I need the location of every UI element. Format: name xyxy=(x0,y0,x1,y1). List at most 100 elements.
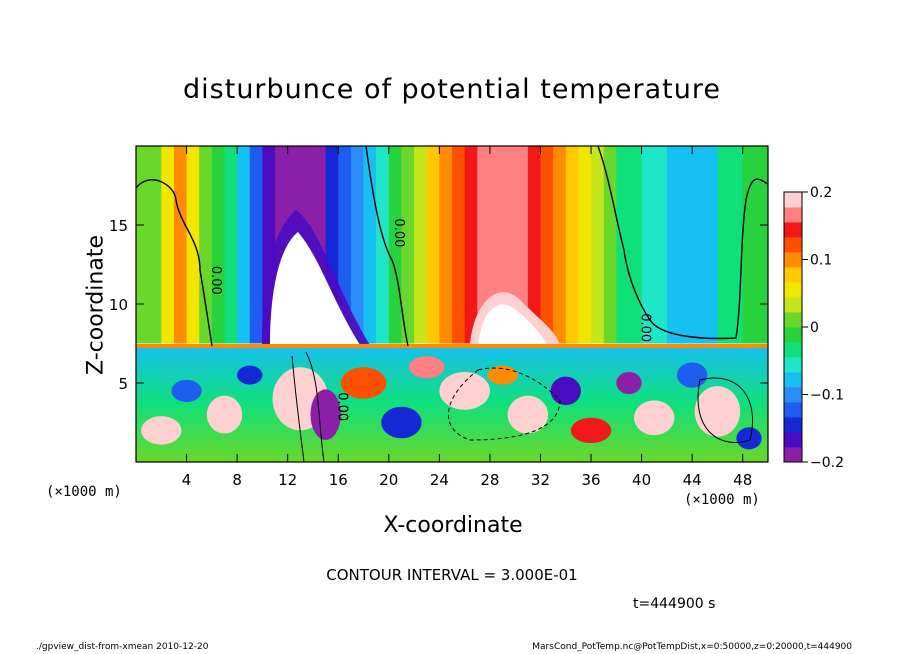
colorbar xyxy=(783,191,803,463)
y-axis-label: Z-coordinate xyxy=(83,235,109,375)
heatmap-cell xyxy=(388,146,403,344)
turbulent-cell xyxy=(507,395,549,434)
colorbar-swatch xyxy=(784,252,802,268)
x-tick-label: 28 xyxy=(480,471,499,489)
contour-label: 0.00 xyxy=(334,392,349,421)
colorbar-tick-label: 0.2 xyxy=(810,185,832,201)
colorbar-swatch xyxy=(784,282,802,298)
x-tick-label: 4 xyxy=(182,471,192,489)
heatmap-cell xyxy=(641,146,668,344)
turbulent-cell xyxy=(206,395,243,434)
heatmap-cell xyxy=(553,146,567,344)
colorbar-swatch xyxy=(784,267,802,283)
x-tick-label: 48 xyxy=(733,471,752,489)
turbulent-cell xyxy=(237,365,263,385)
heatmap-cell xyxy=(414,146,428,344)
heatmap-cell xyxy=(211,146,226,344)
heatmap-cell xyxy=(717,146,744,344)
heatmap-cell xyxy=(742,146,768,344)
y-axis-unit: (×1000 m) xyxy=(46,484,122,500)
x-axis-label: X-coordinate xyxy=(383,513,523,538)
turbulent-cell xyxy=(570,417,612,444)
x-tick-label: 40 xyxy=(632,471,651,489)
heatmap-cell xyxy=(161,146,175,344)
turbulent-cell xyxy=(694,386,741,437)
turbulent-cell xyxy=(381,406,422,439)
turbulent-cell xyxy=(634,400,675,436)
colorbar-tick-label: −0.2 xyxy=(810,455,844,471)
colorbar-ticks: 0.2 0.1 0 −0.1 −0.2 xyxy=(802,185,844,471)
colorbar-swatch xyxy=(784,357,802,373)
colorbar-swatch xyxy=(784,237,802,253)
heatmap-cell xyxy=(249,146,263,344)
contour-label: 0.00 xyxy=(391,218,406,247)
chart-title: disturbunce of potential temperature xyxy=(183,74,721,105)
heatmap-cell xyxy=(186,146,200,344)
heatmap-cell xyxy=(540,146,554,344)
turbulent-cell xyxy=(616,371,642,395)
footer-source-info: MarsCond_PotTemp.nc@PotTempDist,x=0:5000… xyxy=(532,642,852,652)
x-tick-label: 32 xyxy=(531,471,550,489)
heatmap-field xyxy=(136,146,768,462)
y-tick-label: 10 xyxy=(109,296,128,314)
contour-label: 0.00 xyxy=(638,313,653,342)
contour-labels: 0.00 0.00 0.00 0.00 xyxy=(208,218,653,421)
x-tick-label: 16 xyxy=(329,471,348,489)
colorbar-swatch xyxy=(784,327,802,343)
colorbar-swatch xyxy=(784,432,802,448)
turbulent-cell xyxy=(141,416,182,445)
y-tick-label: 5 xyxy=(118,375,128,393)
x-tick-label: 24 xyxy=(430,471,449,489)
heatmap-cell xyxy=(136,146,162,344)
colorbar-swatch xyxy=(784,387,802,403)
colorbar-tick-label: 0 xyxy=(810,320,819,336)
heatmap-cell xyxy=(616,146,643,344)
colorbar-tick-label: −0.1 xyxy=(810,388,844,404)
colorbar-swatch xyxy=(784,417,802,433)
heatmap-cell xyxy=(224,146,238,344)
negative-plume-core xyxy=(270,232,360,345)
y-axis: 5 10 15 xyxy=(109,217,768,393)
heatmap-cell xyxy=(527,146,542,344)
x-tick-label: 36 xyxy=(581,471,600,489)
turbulent-cell xyxy=(340,367,387,399)
colorbar-swatch xyxy=(784,297,802,313)
turbulent-cell xyxy=(439,371,490,410)
contour-interval-note: CONTOUR INTERVAL = 3.000E-01 xyxy=(326,566,578,584)
colorbar-swatch xyxy=(784,372,802,388)
x-tick-label: 20 xyxy=(379,471,398,489)
heatmap-cell xyxy=(692,146,719,344)
x-tick-label: 12 xyxy=(278,471,297,489)
heatmap-cell xyxy=(464,146,478,344)
heatmap-cell xyxy=(666,146,693,344)
turbulent-cell xyxy=(171,379,202,402)
x-tick-label: 8 xyxy=(232,471,242,489)
heatmap-cell xyxy=(515,146,529,344)
heatmap-cell xyxy=(591,146,605,344)
colorbar-swatch xyxy=(784,342,802,358)
turbulent-cell xyxy=(550,376,581,406)
colorbar-swatch xyxy=(784,207,802,223)
colorbar-swatch xyxy=(784,447,802,463)
footer-script-info: ./gpview_dist-from-xmean 2010-12-20 xyxy=(36,642,209,652)
heatmap-cell xyxy=(350,146,365,344)
colorbar-swatch xyxy=(784,222,802,238)
turbulent-cell xyxy=(487,365,518,385)
x-axis-unit: (×1000 m) xyxy=(684,492,760,508)
heatmap-cell xyxy=(565,146,579,344)
x-tick-label: 44 xyxy=(683,471,702,489)
colorbar-swatch xyxy=(784,312,802,328)
turbulent-cell xyxy=(676,362,708,388)
contour-lines xyxy=(136,146,768,462)
heatmap-cell xyxy=(426,146,440,344)
turbulent-cell xyxy=(409,356,445,379)
heatmap-cell xyxy=(439,146,453,344)
colorbar-swatch xyxy=(784,402,802,418)
heatmap-cell xyxy=(401,146,415,344)
contour-label: 0.00 xyxy=(208,266,223,295)
heatmap-cell xyxy=(237,146,251,344)
heatmap-cell xyxy=(578,146,592,344)
colorbar-tick-label: 0.1 xyxy=(810,253,832,269)
colorbar-swatch xyxy=(784,192,802,208)
